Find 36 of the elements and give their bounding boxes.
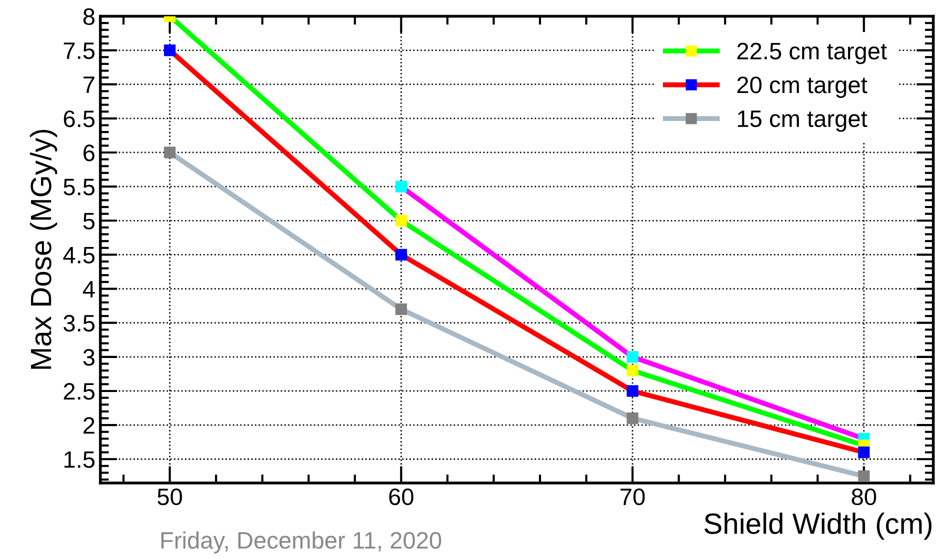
x-tick-label: 60	[389, 488, 414, 506]
point	[858, 470, 870, 482]
y-tick-label: 4	[82, 281, 95, 298]
y-tick-label: 7.5	[64, 42, 95, 60]
text: Friday, December 11, 2020	[161, 531, 442, 554]
point	[395, 303, 407, 316]
legend-label: 20 cm target	[737, 76, 868, 98]
y-tick-label: 1.5	[64, 451, 95, 468]
point	[395, 248, 407, 261]
y-axis-title: Max Dose (MGy/y)	[30, 130, 58, 369]
legend-label: 15 cm target	[738, 110, 868, 132]
point	[626, 385, 638, 397]
y-tick-label: 4.5	[63, 247, 95, 264]
point	[395, 214, 407, 226]
point	[858, 446, 870, 458]
point	[164, 146, 176, 158]
legend-label: 22.5 cm target	[737, 42, 887, 64]
point	[395, 180, 407, 192]
y-tick-label: 5.5	[64, 178, 95, 196]
point	[626, 351, 638, 363]
y-tick-label: 3.5	[64, 314, 95, 332]
point	[626, 412, 638, 424]
x-tick-label: 80	[852, 488, 876, 506]
point	[626, 364, 638, 376]
x-tick-label: 50	[158, 488, 182, 506]
y-tick-label: 5	[83, 212, 95, 230]
point	[164, 44, 176, 56]
y-tick-label: 7	[84, 76, 94, 93]
x-tick-label: 70	[620, 488, 645, 506]
y-tick-label: 2.5	[64, 383, 95, 400]
x-axis-title: Shield Width (cm)	[704, 512, 932, 540]
y-tick-label: 3	[83, 348, 94, 366]
y-tick-label: 6	[84, 144, 94, 162]
y-tick-label: 2	[84, 417, 94, 434]
y-tick-label: 6.5	[64, 110, 95, 128]
y-tick-label: 8	[83, 8, 94, 25]
